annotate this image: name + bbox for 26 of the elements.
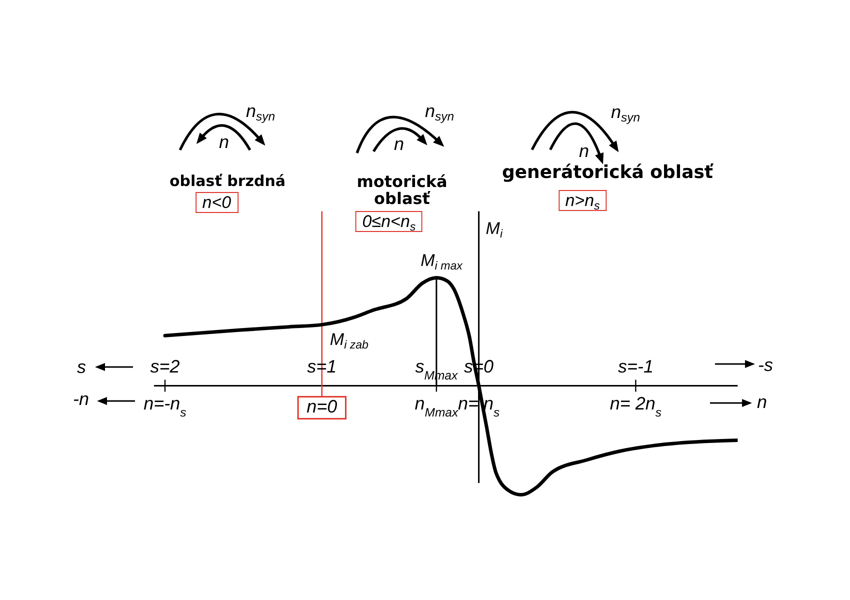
- text: n>n$_{s}$: [558, 190, 607, 212]
- y-axis-title: M$_{i}$: [486, 218, 503, 240]
- text: n$_{syn}$: [425, 100, 454, 124]
- text: s: [77, 356, 86, 377]
- text: generátorická oblasť: [502, 162, 714, 183]
- x2-tick-label: s=-1: [618, 356, 654, 377]
- x-tick-label: n$_{Mmax}$: [414, 394, 459, 420]
- text: n: [394, 134, 404, 154]
- text: n: [218, 132, 230, 152]
- annotation: M$_{i zab}$: [330, 330, 368, 352]
- text: n: [578, 140, 590, 160]
- text: n<0: [195, 192, 238, 213]
- text: n: [757, 392, 768, 412]
- x2-tick-label: s=2: [150, 356, 180, 377]
- annotation: M$_{i max}$: [420, 250, 462, 272]
- text: 0≤n<n$_{s}$: [355, 210, 423, 233]
- text: motorická oblasť: [356, 172, 448, 208]
- x-tick-label: n= 2n$_{s}$: [610, 394, 662, 420]
- x-tick-label: n=0: [306, 396, 338, 417]
- text: oblasť brzdná: [169, 172, 286, 190]
- text: n$_{syn}$: [611, 102, 640, 124]
- text: -n: [73, 388, 90, 409]
- text: -s: [758, 354, 773, 375]
- x-tick-label: n= n$_{s}$: [458, 394, 500, 420]
- text: n$_{syn}$: [246, 100, 276, 124]
- x-tick-label: n=-n$_{s}$: [144, 394, 186, 420]
